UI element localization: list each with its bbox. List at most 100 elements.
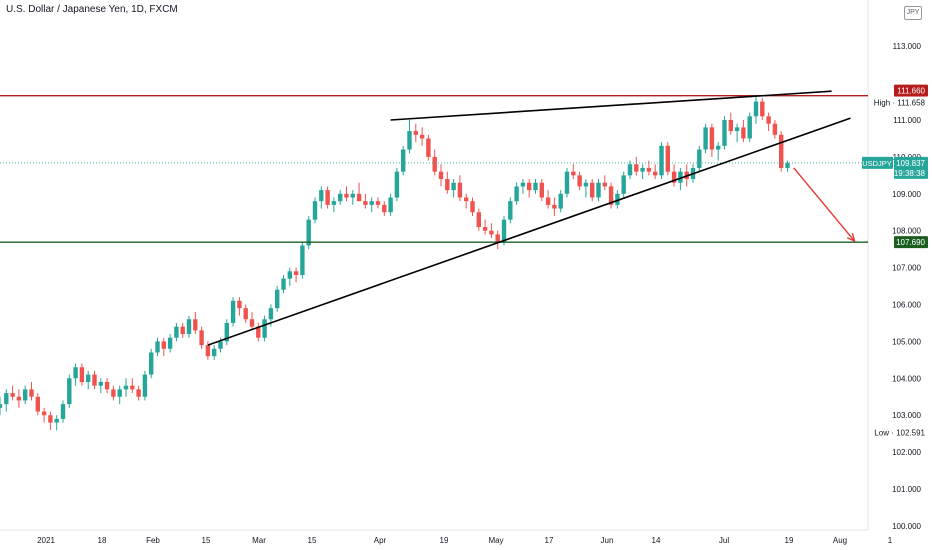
candle-body	[697, 149, 702, 168]
candle-body	[457, 182, 463, 198]
candle	[495, 230, 500, 250]
candle-body	[785, 162, 790, 168]
candle	[394, 167, 400, 202]
last-price-bg	[894, 156, 928, 179]
price-tick-label: 104.000	[892, 374, 921, 383]
candle-body	[571, 171, 576, 176]
resistance-tag-bg	[894, 84, 928, 97]
candle-body	[243, 308, 248, 320]
candle	[344, 186, 349, 202]
candle	[627, 160, 633, 180]
candle-body	[331, 201, 337, 205]
candle-body	[237, 300, 242, 309]
candle-body	[54, 418, 59, 423]
candle-body	[375, 201, 381, 205]
candle-body	[451, 182, 456, 191]
support-tag-text: 107.690	[896, 238, 925, 247]
candle-body	[10, 393, 15, 397]
candle-body	[621, 175, 626, 194]
candle	[426, 134, 431, 161]
candle	[533, 179, 538, 194]
candle	[104, 378, 110, 394]
candle-body	[760, 101, 765, 117]
time-tick-label: 17	[545, 536, 554, 545]
candle-body	[489, 230, 494, 235]
candle	[716, 142, 721, 161]
price-tick-label: 107.000	[892, 264, 921, 273]
candle-body	[590, 182, 595, 198]
candle-body	[747, 116, 752, 139]
candle-body	[344, 193, 349, 198]
candle	[111, 385, 116, 401]
candle	[785, 160, 790, 172]
candle-body	[35, 396, 40, 412]
candle	[464, 193, 469, 209]
currency-badge[interactable]: JPY	[904, 6, 922, 20]
candle-body	[476, 212, 481, 228]
candle	[634, 156, 639, 176]
drawings	[0, 90, 868, 346]
candle	[0, 396, 3, 416]
low-tag-bg	[872, 426, 928, 439]
candle	[564, 167, 570, 198]
candle	[734, 123, 740, 143]
candle-body	[16, 396, 22, 401]
candle	[457, 175, 463, 202]
candle-body	[319, 190, 324, 202]
candle-body	[426, 138, 431, 157]
candle-body	[741, 127, 746, 139]
candle-body	[501, 219, 507, 242]
candle-body	[728, 120, 733, 132]
candle-body	[722, 120, 727, 146]
upper-trendline	[390, 90, 832, 121]
candle	[287, 267, 292, 287]
candle-body	[60, 404, 66, 419]
candle-body	[445, 179, 450, 191]
candle-body	[218, 341, 223, 349]
price-tick-label: 106.000	[892, 301, 921, 310]
forecast-arrow-head	[846, 233, 856, 243]
candle-body	[659, 145, 664, 176]
candle-body	[104, 381, 110, 390]
candle	[325, 186, 330, 209]
candle-body	[199, 330, 204, 346]
candle	[665, 142, 670, 176]
candle-body	[703, 127, 708, 150]
low-tag: Low · 102.591	[872, 426, 928, 439]
candle	[249, 311, 255, 331]
candle	[596, 179, 601, 202]
price-tick-label: 105.000	[892, 337, 921, 346]
candle-body	[325, 190, 330, 205]
support-tag-bg	[894, 236, 928, 249]
time-tick-label: 15	[202, 536, 211, 545]
candle-body	[212, 348, 217, 357]
candle-body	[615, 193, 620, 205]
candle	[432, 149, 437, 176]
high-tag-text: High · 111.658	[874, 99, 926, 108]
candle-body	[539, 182, 544, 198]
candle	[16, 389, 22, 408]
candle	[476, 208, 481, 231]
candle-body	[552, 204, 557, 209]
candle-body	[149, 352, 154, 375]
candle-body	[634, 164, 639, 172]
candle	[659, 142, 664, 180]
candle	[552, 197, 557, 216]
candle	[35, 393, 40, 416]
candle	[300, 241, 305, 279]
candle-body	[772, 123, 778, 135]
candle-body	[734, 127, 740, 132]
candle-body	[256, 326, 261, 338]
time-tick-label: May	[488, 536, 503, 545]
lower-trendline	[207, 117, 851, 346]
candle	[155, 337, 160, 357]
time-tick-label: Jul	[719, 536, 729, 545]
candle-body	[249, 319, 255, 327]
candle	[350, 190, 355, 205]
candle	[243, 304, 248, 323]
candle-body	[123, 385, 129, 390]
candle	[199, 326, 204, 349]
candles	[0, 95, 790, 431]
candle	[583, 179, 589, 198]
